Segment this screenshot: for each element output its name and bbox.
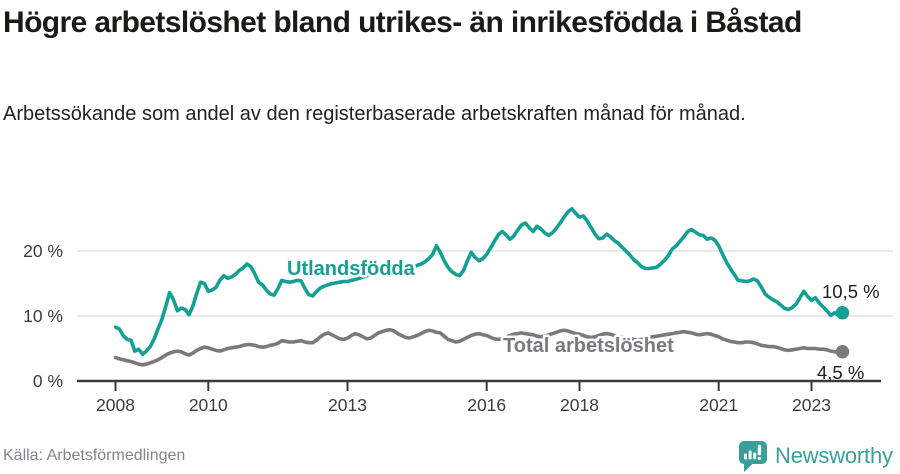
newsworthy-icon (739, 440, 767, 472)
x-tick-label: 2021 (699, 395, 738, 415)
end-dot-total (835, 344, 850, 359)
x-tick-label: 2018 (560, 395, 599, 415)
source-note: Källa: Arbetsförmedlingen (3, 447, 186, 464)
x-tick-label: 2008 (96, 395, 135, 415)
x-tick-label: 2010 (189, 395, 228, 415)
brand-name: Newsworthy (775, 443, 893, 468)
x-tick-label: 2013 (328, 395, 367, 415)
y-tick-label: 10 % (23, 306, 63, 326)
end-value-label-utlandsfodda: 10,5 % (822, 281, 880, 302)
x-tick-label: 2023 (792, 395, 831, 415)
series-label-utlandsfodda: Utlandsfödda (287, 258, 416, 280)
page-title: Högre arbetslöshet bland utrikes- än inr… (3, 6, 802, 39)
end-value-label-total: 4,5 % (817, 362, 864, 383)
end-dot-utlandsfodda (835, 305, 850, 320)
y-tick-label: 0 % (33, 371, 63, 391)
y-tick-label: 20 % (23, 241, 63, 261)
line-chart: 0 % 10 % 20 % 2008 2010 2013 2016 2018 2021 2023 U… (0, 165, 900, 423)
series-label-total: Total arbetslöshet (503, 335, 674, 357)
newsworthy-brand-link[interactable]: Newsworthy (739, 440, 893, 472)
series-line-total (113, 327, 845, 367)
x-tick-label: 2016 (467, 395, 506, 415)
series-line-utlandsfodda (113, 206, 845, 357)
chart-subtitle: Arbetssökande som andel av den registerb… (3, 103, 746, 125)
line-chart-canvas: 0 % 10 % 20 % 2008 2010 2013 2016 2018 2021 2023 U… (23, 206, 893, 415)
